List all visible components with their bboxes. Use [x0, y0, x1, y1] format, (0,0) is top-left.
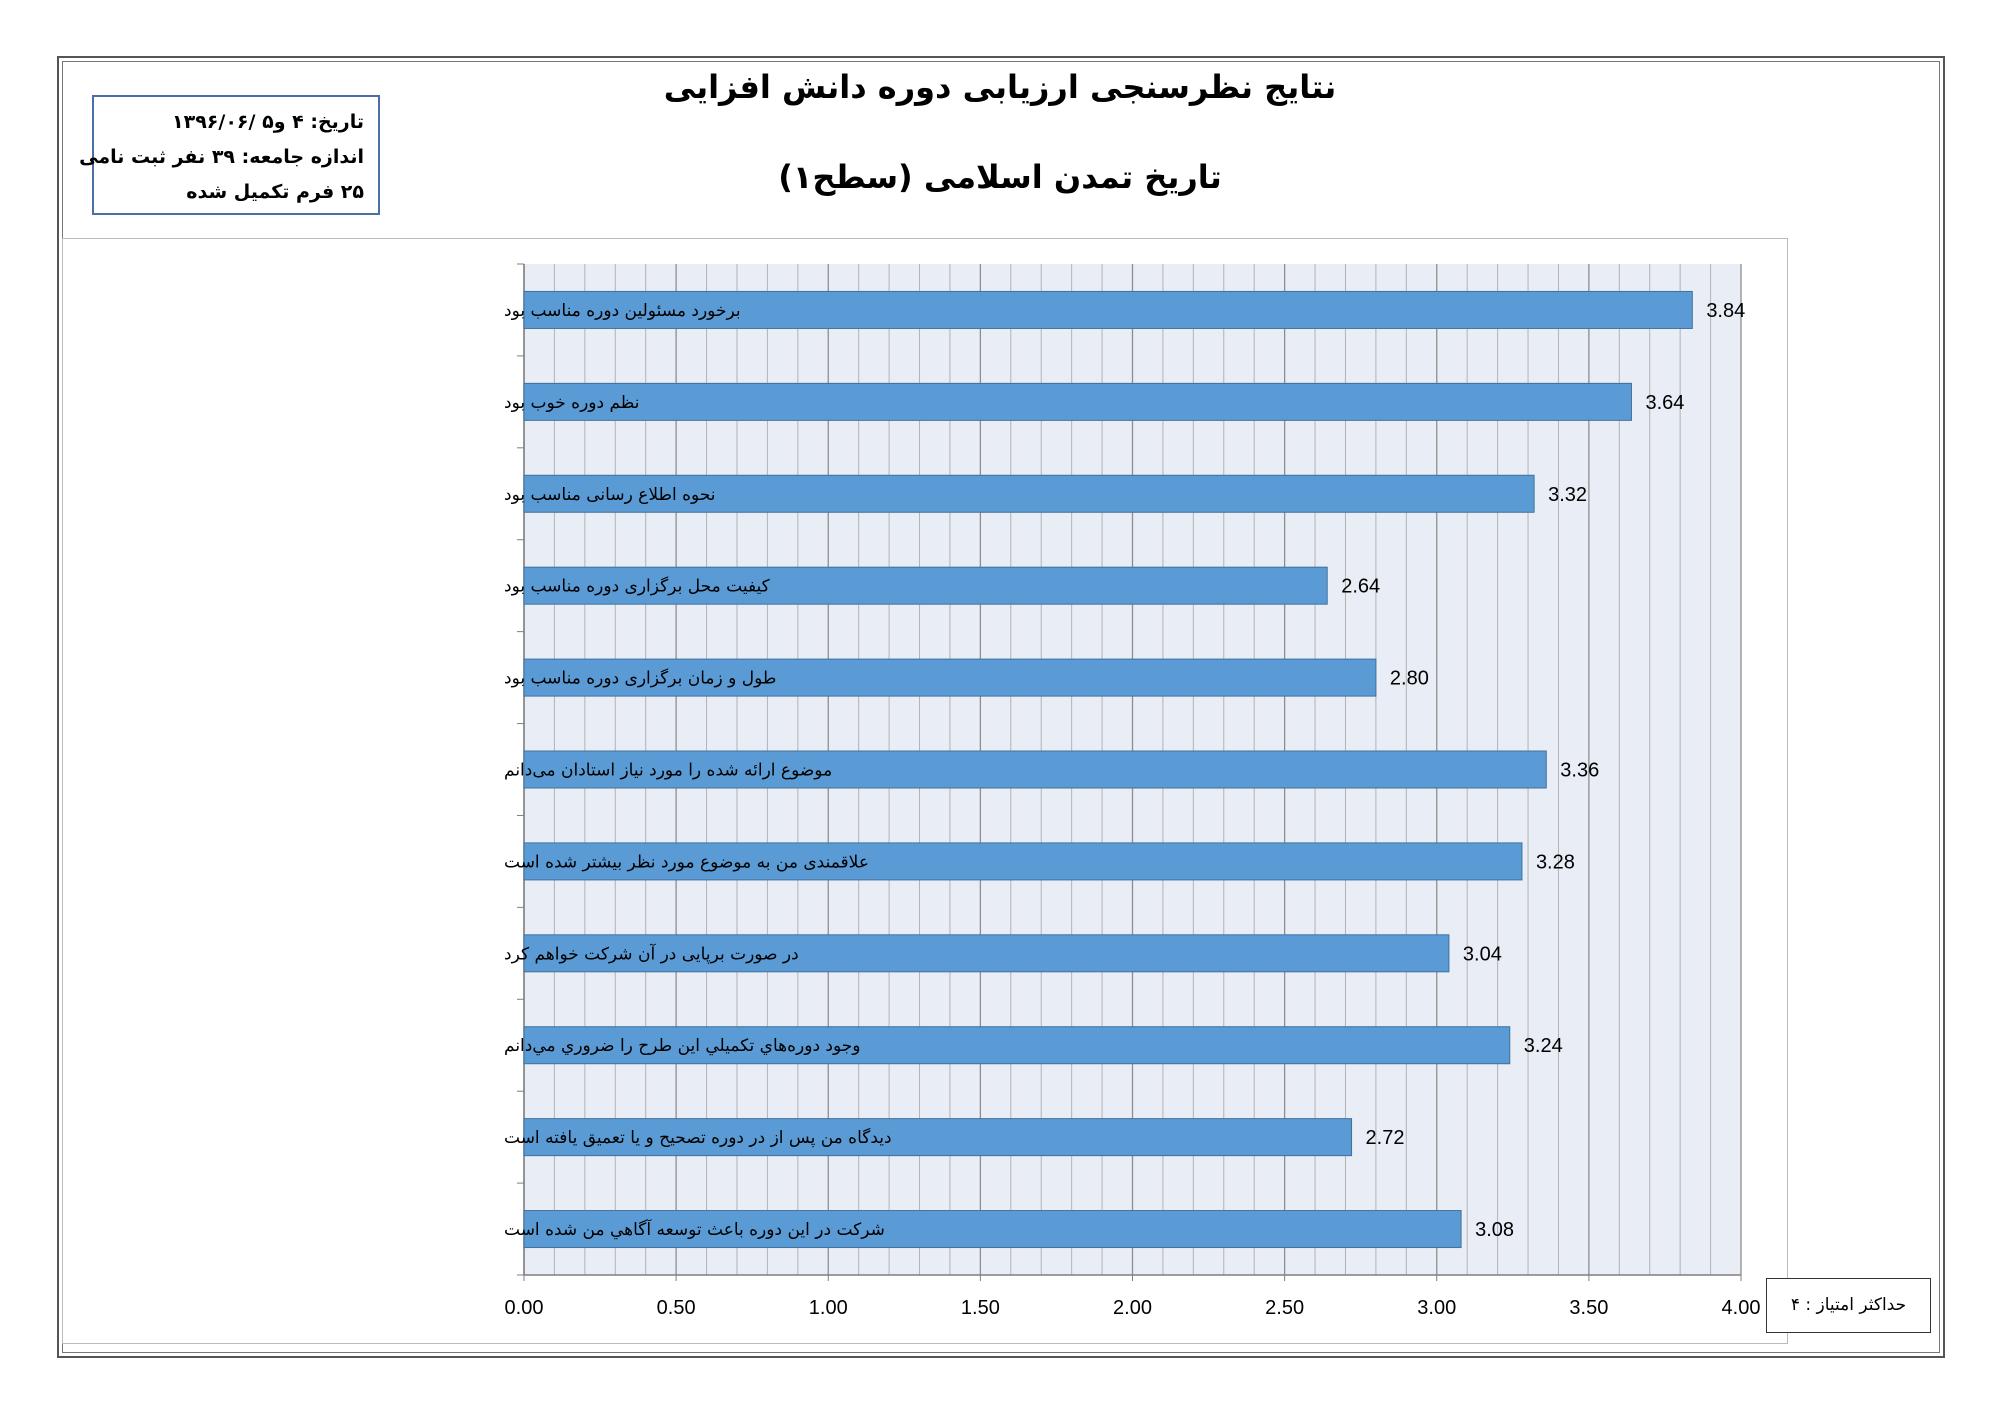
- bar: [523, 1026, 1511, 1065]
- bar: [523, 566, 1328, 605]
- category-label: طول و زمان برگزاری دوره مناسب بود: [504, 668, 776, 689]
- max-score-box: حداکثر امتیاز : ۴: [1766, 1278, 1931, 1333]
- bar: [523, 1210, 1462, 1249]
- bar: [523, 750, 1547, 789]
- value-label: 2.72: [1366, 1127, 1405, 1149]
- category-label: نحوه اطلاع رسانی مناسب بود: [504, 485, 716, 505]
- value-label: 3.32: [1548, 484, 1587, 506]
- category-label: در صورت برپایی در آن شرکت خواهم کرد: [504, 942, 799, 964]
- outer-frame: [57, 56, 1945, 1358]
- bar: [523, 842, 1523, 881]
- bar: [523, 934, 1450, 973]
- info-population: اندازه جامعه: ۳۹ نفر ثبت نامی: [79, 146, 364, 168]
- bar: [523, 382, 1632, 421]
- bar: [523, 474, 1535, 513]
- x-tick-label: 1.50: [961, 1297, 1000, 1319]
- category-label: موضوع ارائه شده را مورد نیاز استادان می‌…: [504, 761, 832, 781]
- category-label: شرکت در این دوره باعث توسعه آگاهي من شده…: [504, 1218, 885, 1240]
- chart-title: نتایج نظرسنجی ارزیابی دوره دانش افزایی: [663, 68, 1337, 106]
- chart-area-frame: [62, 238, 1788, 1344]
- x-tick-label: 3.50: [1569, 1297, 1608, 1319]
- value-label: 3.24: [1524, 1035, 1563, 1057]
- value-label: 3.04: [1463, 943, 1502, 965]
- category-label: کیفیت محل برگزاری دوره مناسب بود: [504, 576, 771, 597]
- x-tick-label: 0.00: [505, 1297, 544, 1319]
- category-label: وجود دوره‌هاي تكميلي اين طرح را ضروري مي…: [504, 1036, 861, 1056]
- x-tick-label: 1.00: [809, 1297, 848, 1319]
- value-label: 3.84: [1706, 300, 1745, 322]
- category-label: دیدگاه من پس از در دوره تصحیح و یا تعمیق…: [504, 1127, 892, 1148]
- category-label: برخورد مسئولین دوره مناسب بود: [504, 301, 741, 321]
- info-box: تاریخ: ۴ و۵ /۱۳۹۶/۰۶ اندازه جامعه: ۳۹ نف…: [79, 95, 380, 215]
- bar: [523, 658, 1377, 697]
- value-label: 3.36: [1560, 760, 1599, 782]
- category-label: علاقمندی من به موضوع مورد نظر بیشتر شده …: [504, 852, 869, 872]
- bar: [523, 290, 1693, 329]
- info-completed: ۲۵ فرم تکمیل شده: [186, 181, 364, 203]
- bar: [523, 1118, 1353, 1157]
- chart-subtitle: تاریخ تمدن اسلامی (سطح۱): [778, 158, 1222, 196]
- value-label: 3.64: [1645, 392, 1684, 414]
- x-tick-label: 2.00: [1113, 1297, 1152, 1319]
- x-tick-label: 2.50: [1265, 1297, 1304, 1319]
- info-date: تاریخ: ۴ و۵ /۱۳۹۶/۰۶: [172, 111, 364, 133]
- x-tick-label: 3.00: [1417, 1297, 1456, 1319]
- value-label: 2.64: [1341, 576, 1380, 598]
- x-tick-label: 4.00: [1722, 1297, 1761, 1319]
- category-label: نظم دوره خوب بود: [504, 393, 639, 413]
- x-tick-label: 0.50: [657, 1297, 696, 1319]
- value-label: 3.08: [1475, 1219, 1514, 1241]
- value-label: 3.28: [1536, 851, 1575, 873]
- value-label: 2.80: [1390, 668, 1429, 690]
